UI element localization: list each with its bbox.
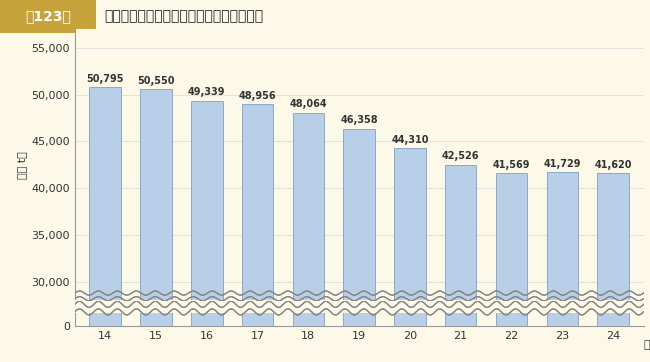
Text: 41,729: 41,729 (543, 159, 581, 169)
Text: 48,956: 48,956 (239, 91, 276, 101)
Bar (496, 64, 527, 326)
Y-axis label: （千 t）: （千 t） (18, 151, 29, 178)
Bar (597, 63, 629, 326)
Bar (191, 14, 222, 326)
Bar (445, 164, 476, 362)
Text: 41,620: 41,620 (594, 160, 632, 170)
Text: ごみ処理施設における年間総収集量の推移: ごみ処理施設における年間総収集量の推移 (104, 9, 263, 23)
Bar (292, 113, 324, 362)
Bar (90, 87, 121, 362)
Bar (292, 22, 324, 326)
Bar (597, 173, 629, 362)
Text: 41,569: 41,569 (493, 160, 530, 170)
Text: 第123図: 第123図 (25, 9, 71, 23)
Text: 50,550: 50,550 (137, 76, 175, 86)
Text: （年度）: （年度） (644, 340, 650, 350)
Bar (242, 17, 273, 326)
Bar (547, 172, 578, 362)
Text: 46,358: 46,358 (341, 115, 378, 125)
Bar (140, 89, 172, 362)
Text: 49,339: 49,339 (188, 88, 226, 97)
Bar (140, 7, 172, 326)
Bar (343, 33, 375, 326)
Bar (90, 5, 121, 326)
Bar (191, 101, 222, 362)
Bar (242, 104, 273, 362)
Text: 42,526: 42,526 (442, 151, 480, 161)
Bar (445, 58, 476, 326)
Bar (394, 148, 426, 362)
Bar (75, 298, 633, 313)
Bar (394, 46, 426, 326)
Text: 50,795: 50,795 (86, 74, 124, 84)
Bar (547, 63, 578, 326)
Bar (343, 129, 375, 362)
Text: 44,310: 44,310 (391, 135, 428, 144)
Bar (0, 0, 96, 33)
Bar (496, 173, 527, 362)
Text: 48,064: 48,064 (289, 100, 327, 109)
